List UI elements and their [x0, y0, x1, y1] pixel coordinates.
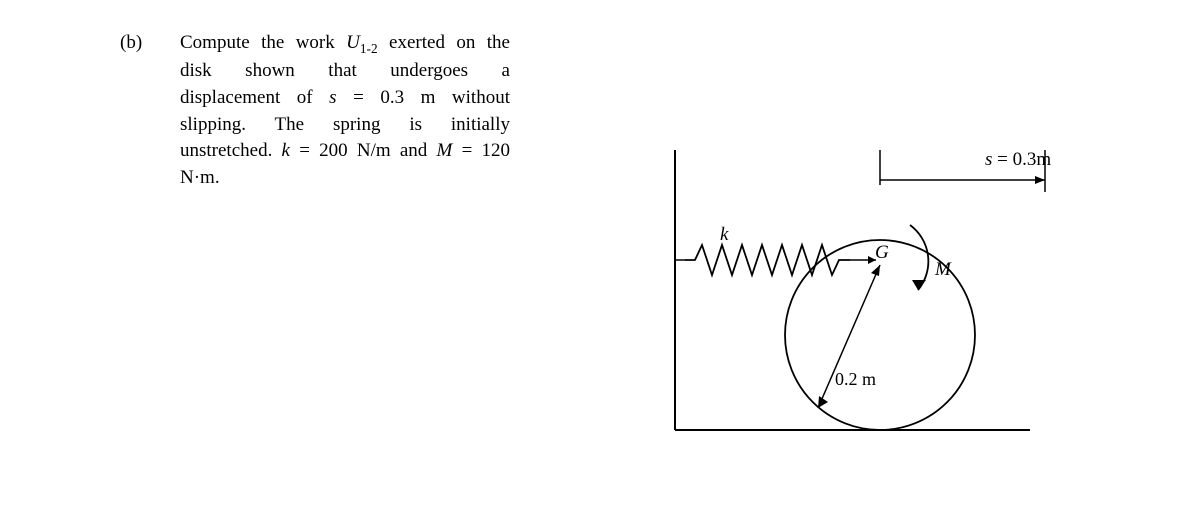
radius-label: 0.2 m [835, 369, 876, 389]
G-label: G [875, 242, 889, 263]
text-fragment: = 0.3 m without [337, 87, 510, 108]
var-U: U [346, 32, 360, 53]
problem-label: (b) [120, 30, 180, 191]
text-fragment: = 200 N/m and [290, 140, 437, 161]
text-line: N·m. [180, 165, 510, 192]
s-arrow-head [1035, 176, 1045, 184]
text-fragment: = 120 [452, 140, 510, 161]
text-fragment: exerted on the [378, 32, 510, 53]
text-fragment: displacement of [180, 87, 329, 108]
text-line: slipping. The spring is initially [180, 112, 510, 139]
k-label: k [720, 224, 729, 245]
radius-arrow-inner [871, 265, 880, 276]
M-label: M [934, 259, 952, 280]
disk-spring-diagram: s = 0.3m k G M 0.2 m [650, 130, 1120, 460]
var-M: M [437, 140, 453, 161]
text-fragment: Compute the work [180, 32, 346, 53]
problem-text: Compute the work U1-2 exerted on the dis… [180, 30, 510, 191]
spring-coil [685, 245, 850, 275]
s-label: s = 0.3m [985, 149, 1051, 170]
text-line: disk shown that undergoes a [180, 58, 510, 85]
figure-container: s = 0.3m k G M 0.2 m [510, 30, 1080, 191]
var-k: k [282, 140, 290, 161]
var-s: s [329, 87, 336, 108]
moment-arrow-head [912, 280, 926, 290]
sub-1-2: 1-2 [360, 41, 378, 56]
text-fragment: unstretched. [180, 140, 282, 161]
